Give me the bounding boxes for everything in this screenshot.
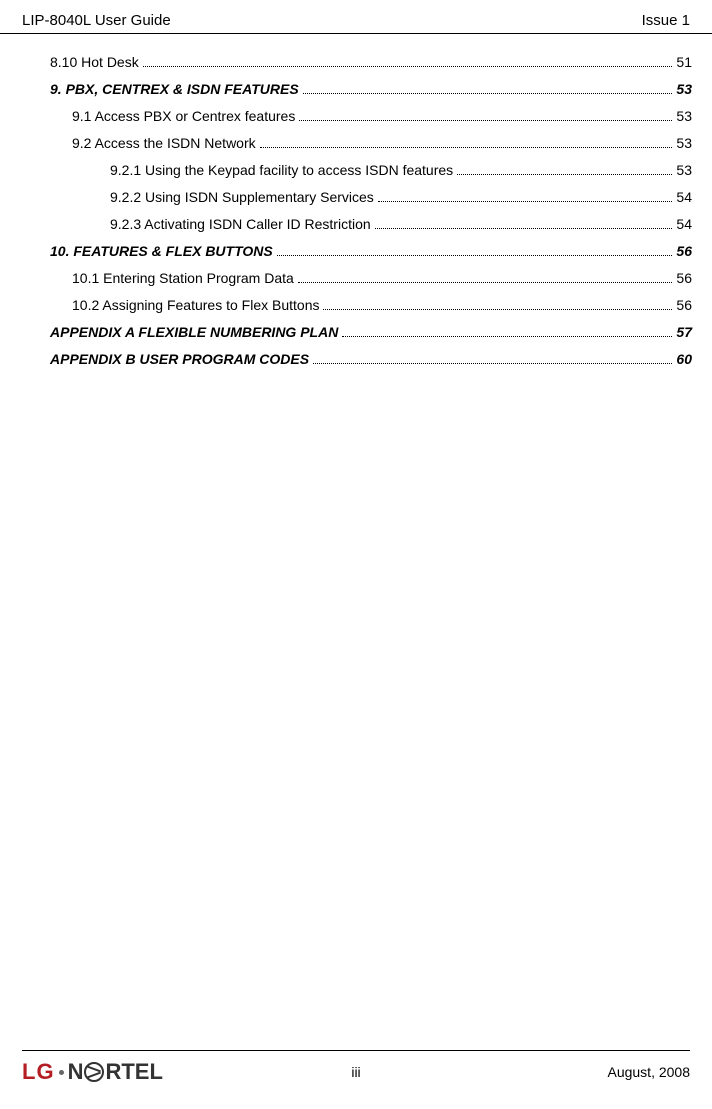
toc-entry: 10. FEATURES & FLEX BUTTONS 56 xyxy=(50,241,692,262)
toc-leader-dots xyxy=(378,191,673,202)
toc-page-number: 56 xyxy=(676,295,692,316)
toc-page-number: 51 xyxy=(676,52,692,73)
toc-entry: 8.10 Hot Desk 51 xyxy=(50,52,692,73)
toc-entry: APPENDIX B USER PROGRAM CODES 60 xyxy=(50,349,692,370)
toc-entry: 9.2.1 Using the Keypad facility to acces… xyxy=(50,160,692,181)
toc-label: 10.2 Assigning Features to Flex Buttons xyxy=(72,295,319,316)
toc-entry: 9. PBX, CENTREX & ISDN FEATURES 53 xyxy=(50,79,692,100)
toc-page-number: 54 xyxy=(676,214,692,235)
toc-entry: 10.2 Assigning Features to Flex Buttons … xyxy=(50,295,692,316)
footer-page-number: iii xyxy=(22,1064,690,1080)
toc-leader-dots xyxy=(298,272,673,283)
toc-label: 9.2.1 Using the Keypad facility to acces… xyxy=(110,160,453,181)
toc-page-number: 53 xyxy=(676,160,692,181)
table-of-contents: 8.10 Hot Desk 51 9. PBX, CENTREX & ISDN F… xyxy=(0,52,712,370)
header-left: LIP-8040L User Guide xyxy=(22,12,171,29)
toc-entry: APPENDIX A FLEXIBLE NUMBERING PLAN 57 xyxy=(50,322,692,343)
toc-leader-dots xyxy=(457,164,672,175)
toc-page-number: 53 xyxy=(676,133,692,154)
toc-entry: 9.2 Access the ISDN Network 53 xyxy=(50,133,692,154)
toc-entry: 9.2.2 Using ISDN Supplementary Services … xyxy=(50,187,692,208)
toc-page-number: 60 xyxy=(676,349,692,370)
toc-entry: 10.1 Entering Station Program Data 56 xyxy=(50,268,692,289)
toc-label: 9.2.3 Activating ISDN Caller ID Restrict… xyxy=(110,214,371,235)
toc-page-number: 57 xyxy=(676,322,692,343)
toc-page-number: 54 xyxy=(676,187,692,208)
toc-page-number: 53 xyxy=(676,106,692,127)
toc-label: 8.10 Hot Desk xyxy=(50,52,139,73)
toc-leader-dots xyxy=(143,56,673,67)
toc-label: 9.1 Access PBX or Centrex features xyxy=(72,106,295,127)
toc-label: 10.1 Entering Station Program Data xyxy=(72,268,294,289)
toc-page-number: 56 xyxy=(676,268,692,289)
toc-entry: 9.1 Access PBX or Centrex features 53 xyxy=(50,106,692,127)
toc-leader-dots xyxy=(260,137,673,148)
toc-leader-dots xyxy=(299,110,672,121)
toc-label: APPENDIX A FLEXIBLE NUMBERING PLAN xyxy=(50,322,338,343)
page-footer: LG N RTEL iii August, 2008 xyxy=(22,1050,690,1085)
toc-label: 9. PBX, CENTREX & ISDN FEATURES xyxy=(50,79,299,100)
toc-leader-dots xyxy=(375,218,673,229)
toc-label: 10. FEATURES & FLEX BUTTONS xyxy=(50,241,273,262)
toc-page-number: 53 xyxy=(676,79,692,100)
toc-leader-dots xyxy=(277,245,673,256)
toc-page-number: 56 xyxy=(676,241,692,262)
toc-label: 9.2 Access the ISDN Network xyxy=(72,133,256,154)
toc-leader-dots xyxy=(303,83,673,94)
toc-label: 9.2.2 Using ISDN Supplementary Services xyxy=(110,187,374,208)
page-header: LIP-8040L User Guide Issue 1 xyxy=(0,0,712,34)
toc-leader-dots xyxy=(323,299,672,310)
toc-leader-dots xyxy=(313,353,672,364)
toc-label: APPENDIX B USER PROGRAM CODES xyxy=(50,349,309,370)
toc-entry: 9.2.3 Activating ISDN Caller ID Restrict… xyxy=(50,214,692,235)
toc-leader-dots xyxy=(342,326,672,337)
header-right: Issue 1 xyxy=(642,12,690,29)
